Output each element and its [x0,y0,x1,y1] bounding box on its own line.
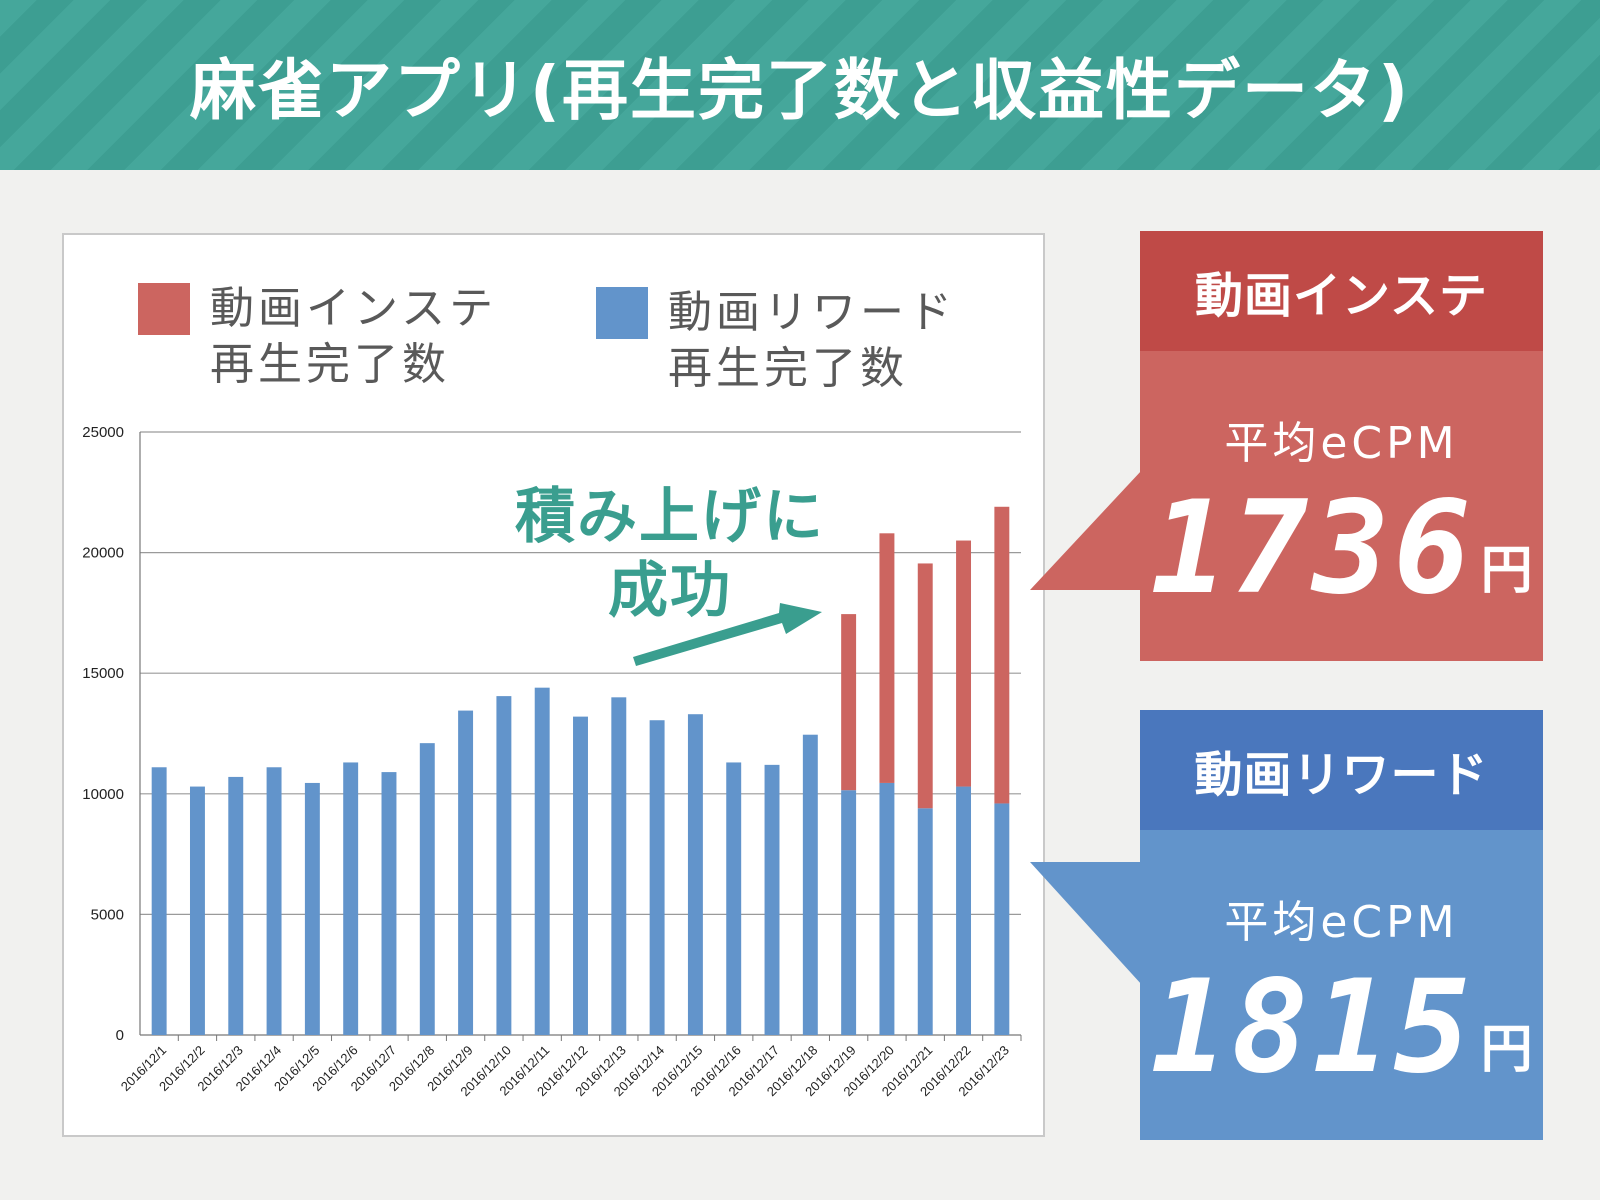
bar-chart: 05000100001500020000250002016/12/12016/1… [82,424,1022,1099]
bar-reward [534,687,550,1035]
reward-ecpm-unit: 円 [1480,1020,1533,1080]
title-banner: 麻雀アプリ(再生完了数と収益性データ) [0,0,1600,170]
bar-reward [228,776,244,1035]
instant-ecpm-unit: 円 [1480,541,1533,601]
bar-instant [994,506,1010,804]
bar-instant [956,540,972,787]
legend-item-instant: 動画インステ 再生完了数 [138,281,497,393]
annotation-line2: 成功 [608,556,732,626]
legend-reward-line1: 動画リワード [668,287,956,338]
annotation-arrow-icon [633,603,822,666]
bar-reward [573,716,588,1035]
legend-instant-line2: 再生完了数 [210,339,450,390]
bar-reward [419,743,435,1035]
instant-callout-body: 平均eCPM 1736 円 [1140,351,1543,661]
reward-callout-body: 平均eCPM 1815 円 [1140,830,1543,1140]
bar-reward [304,782,320,1035]
bar-reward [649,720,665,1035]
y-tick-label: 0 [116,1027,124,1044]
annotation-text: 積み上げに 成功 [470,480,870,628]
instant-callout-pointer [1030,470,1142,590]
instant-callout: 動画インステ 平均eCPM 1736 円 [1140,231,1543,661]
instant-ecpm-value: 1736 [1150,474,1475,623]
bar-reward [611,697,627,1035]
bar-reward [764,764,780,1035]
bar-reward [381,772,397,1035]
legend-label-instant: 動画インステ 再生完了数 [210,281,497,393]
bar-reward [687,714,703,1035]
bar-reward [343,762,359,1035]
instant-callout-head: 動画インステ [1140,231,1543,351]
bar-instant [879,533,895,783]
y-tick-label: 20000 [82,545,124,562]
reward-ecpm-row: 1815 円 [1140,964,1543,1092]
y-tick-label: 5000 [91,906,124,923]
bar-reward [458,710,474,1035]
legend-instant-line1: 動画インステ [210,283,498,334]
bar-reward [841,790,857,1035]
legend-swatch-reward [596,287,648,339]
reward-callout: 動画リワード 平均eCPM 1815 円 [1140,710,1543,1140]
bar-reward [994,803,1010,1035]
bar-reward [917,808,933,1035]
bar-instant [841,614,857,791]
y-tick-label: 25000 [82,424,124,441]
reward-callout-head: 動画リワード [1140,710,1543,830]
bar-reward [189,786,205,1035]
reward-callout-pointer [1030,862,1142,985]
reward-ecpm-value: 1815 [1150,953,1475,1102]
legend-swatch-instant [138,283,190,335]
bar-reward [496,696,512,1035]
bar-instant [917,563,933,809]
bar-reward [726,762,742,1035]
bar-reward [151,767,167,1035]
legend-label-reward: 動画リワード 再生完了数 [668,285,956,397]
annotation-line1: 積み上げに [515,482,825,552]
page-title: 麻雀アプリ(再生完了数と収益性データ) [189,52,1411,129]
reward-ecpm-label: 平均eCPM [1224,897,1459,948]
chart-panel: 動画インステ 再生完了数 動画リワード 再生完了数 0 5000 10000 1500… [62,233,1045,1137]
y-tick-label: 15000 [82,665,124,682]
legend-reward-line2: 再生完了数 [668,343,908,394]
y-tick-label: 10000 [82,786,124,803]
legend-item-reward: 動画リワード 再生完了数 [596,285,956,397]
bar-reward [266,767,282,1035]
bar-reward [956,786,972,1035]
bar-reward [802,734,818,1035]
instant-ecpm-row: 1736 円 [1140,485,1543,613]
bar-reward [879,782,895,1035]
instant-ecpm-label: 平均eCPM [1224,418,1459,469]
